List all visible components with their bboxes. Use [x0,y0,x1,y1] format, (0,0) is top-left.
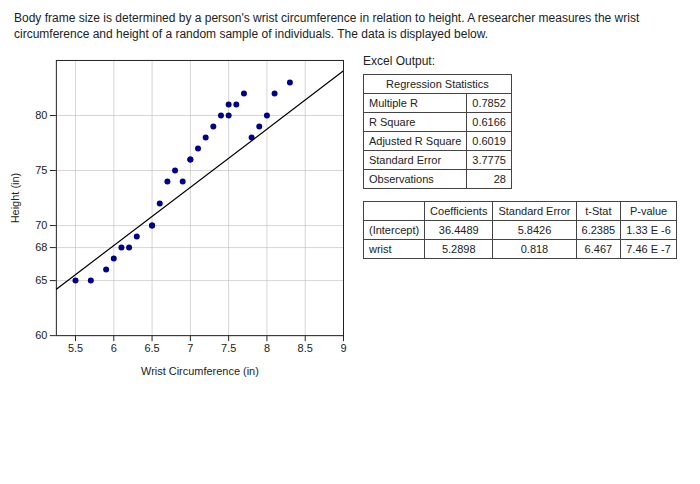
svg-text:70: 70 [35,219,47,231]
html-text:5.2898: 5.2898 [441,243,476,256]
svg-text:9: 9 [340,343,346,355]
svg-text:80: 80 [35,109,47,121]
svg-text:65: 65 [35,274,47,286]
svg-text:75: 75 [35,164,47,176]
svg-text:6: 6 [111,343,117,355]
html-text:7.46 E -7: 7.46 E -7 [626,243,671,256]
html-text:wrist: wrist [369,243,392,256]
html-text:0.6019: 0.6019 [472,135,506,148]
html-text:Standard Error: Standard Error [498,205,571,218]
html-text:0.6166: 0.6166 [472,116,506,129]
html-text:Standard Error: Standard Error [369,154,442,167]
svg-text:68: 68 [35,241,47,253]
html-text:Excel Output:: Excel Output: [363,54,435,69]
html-text:1.33 E -6: 1.33 E -6 [626,224,671,237]
svg-text:6.5: 6.5 [144,343,159,355]
html-text:P-value: P-value [629,205,668,218]
html-text:Multiple R: Multiple R [369,97,418,110]
svg-text:8: 8 [264,343,270,355]
html-text:0.7852: 0.7852 [472,97,506,110]
html-text:0.818: 0.818 [520,243,549,256]
html-text:Body frame size is determined: Body frame size is determined by a perso… [14,11,640,42]
html-text:5.8426: 5.8426 [517,224,552,237]
html-text:Coefficients: Coefficients [430,205,488,218]
svg-text:Wrist Circumference (in): Wrist Circumference (in) [141,365,259,377]
html-text:(Intercept): (Intercept) [369,224,420,237]
svg-text:60: 60 [35,330,47,342]
html-text:Regression Statistics: Regression Statistics [386,78,489,91]
svg-text:8.5: 8.5 [298,343,313,355]
html-text:28: 28 [493,173,506,186]
html-text:Adjusted R Square: Adjusted R Square [369,135,462,148]
html-text:6.2385: 6.2385 [581,224,616,237]
svg-text:7.5: 7.5 [221,343,236,355]
html-text:t-Stat: t-Stat [585,205,612,218]
html-text:Observations: Observations [369,173,434,186]
html-text:6.467: 6.467 [584,243,613,256]
html-text:36.4489: 36.4489 [438,224,479,237]
svg-text:Height (in): Height (in) [9,173,21,224]
svg-text:7: 7 [187,343,193,355]
html-text:3.7775: 3.7775 [472,154,506,167]
svg-text:5.5: 5.5 [68,343,83,355]
html-text:R Square: R Square [369,116,416,129]
